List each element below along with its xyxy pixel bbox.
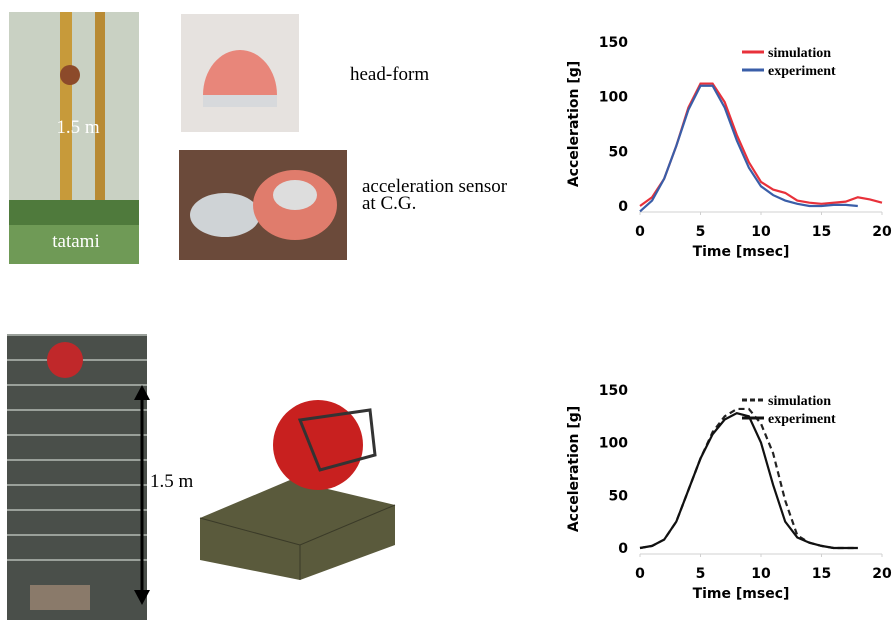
figure: 1.5 m tatami head-form acceleration sens… bbox=[0, 0, 893, 621]
legend-label: experiment bbox=[768, 64, 836, 79]
x-tick-label: 20 bbox=[872, 224, 892, 240]
photo-helmet-rig bbox=[7, 335, 147, 620]
y-axis-title: Acceleration [g] bbox=[566, 61, 582, 187]
y-tick-label: 50 bbox=[609, 488, 629, 504]
y-tick-label: 100 bbox=[599, 436, 628, 452]
x-tick-label: 5 bbox=[696, 566, 706, 582]
label: 1.5 m bbox=[150, 471, 194, 492]
x-tick-label: 10 bbox=[751, 566, 771, 582]
x-axis-title: Time [msec] bbox=[693, 586, 790, 602]
label: acceleration sensor at C.G. bbox=[362, 178, 512, 212]
photo-sensor bbox=[179, 150, 347, 260]
label: 1.5 m bbox=[56, 117, 100, 138]
label-box: acceleration sensor at C.G. bbox=[362, 178, 532, 228]
label: tatami bbox=[52, 231, 99, 252]
y-tick-label: 0 bbox=[618, 541, 628, 557]
x-tick-label: 15 bbox=[812, 224, 831, 240]
label: head-form bbox=[350, 64, 429, 85]
x-tick-label: 20 bbox=[872, 566, 892, 582]
legend-label: simulation bbox=[768, 46, 831, 61]
series-line bbox=[640, 413, 858, 548]
photo-headform bbox=[181, 14, 299, 132]
x-tick-label: 0 bbox=[635, 224, 645, 240]
x-tick-label: 0 bbox=[635, 566, 645, 582]
series-line bbox=[640, 86, 858, 212]
x-axis-title: Time [msec] bbox=[693, 244, 790, 260]
y-tick-label: 150 bbox=[599, 35, 628, 51]
legend-label: simulation bbox=[768, 394, 831, 409]
fe-model bbox=[200, 400, 395, 580]
legend-label: experiment bbox=[768, 412, 836, 427]
x-tick-label: 5 bbox=[696, 224, 706, 240]
x-tick-label: 15 bbox=[812, 566, 831, 582]
photo-drop-rig bbox=[9, 12, 139, 264]
y-tick-label: 50 bbox=[609, 144, 629, 160]
x-tick-label: 10 bbox=[751, 224, 771, 240]
y-tick-label: 150 bbox=[599, 383, 628, 399]
y-tick-label: 100 bbox=[599, 90, 628, 106]
y-axis-title: Acceleration [g] bbox=[566, 406, 582, 532]
y-tick-label: 0 bbox=[618, 199, 628, 215]
